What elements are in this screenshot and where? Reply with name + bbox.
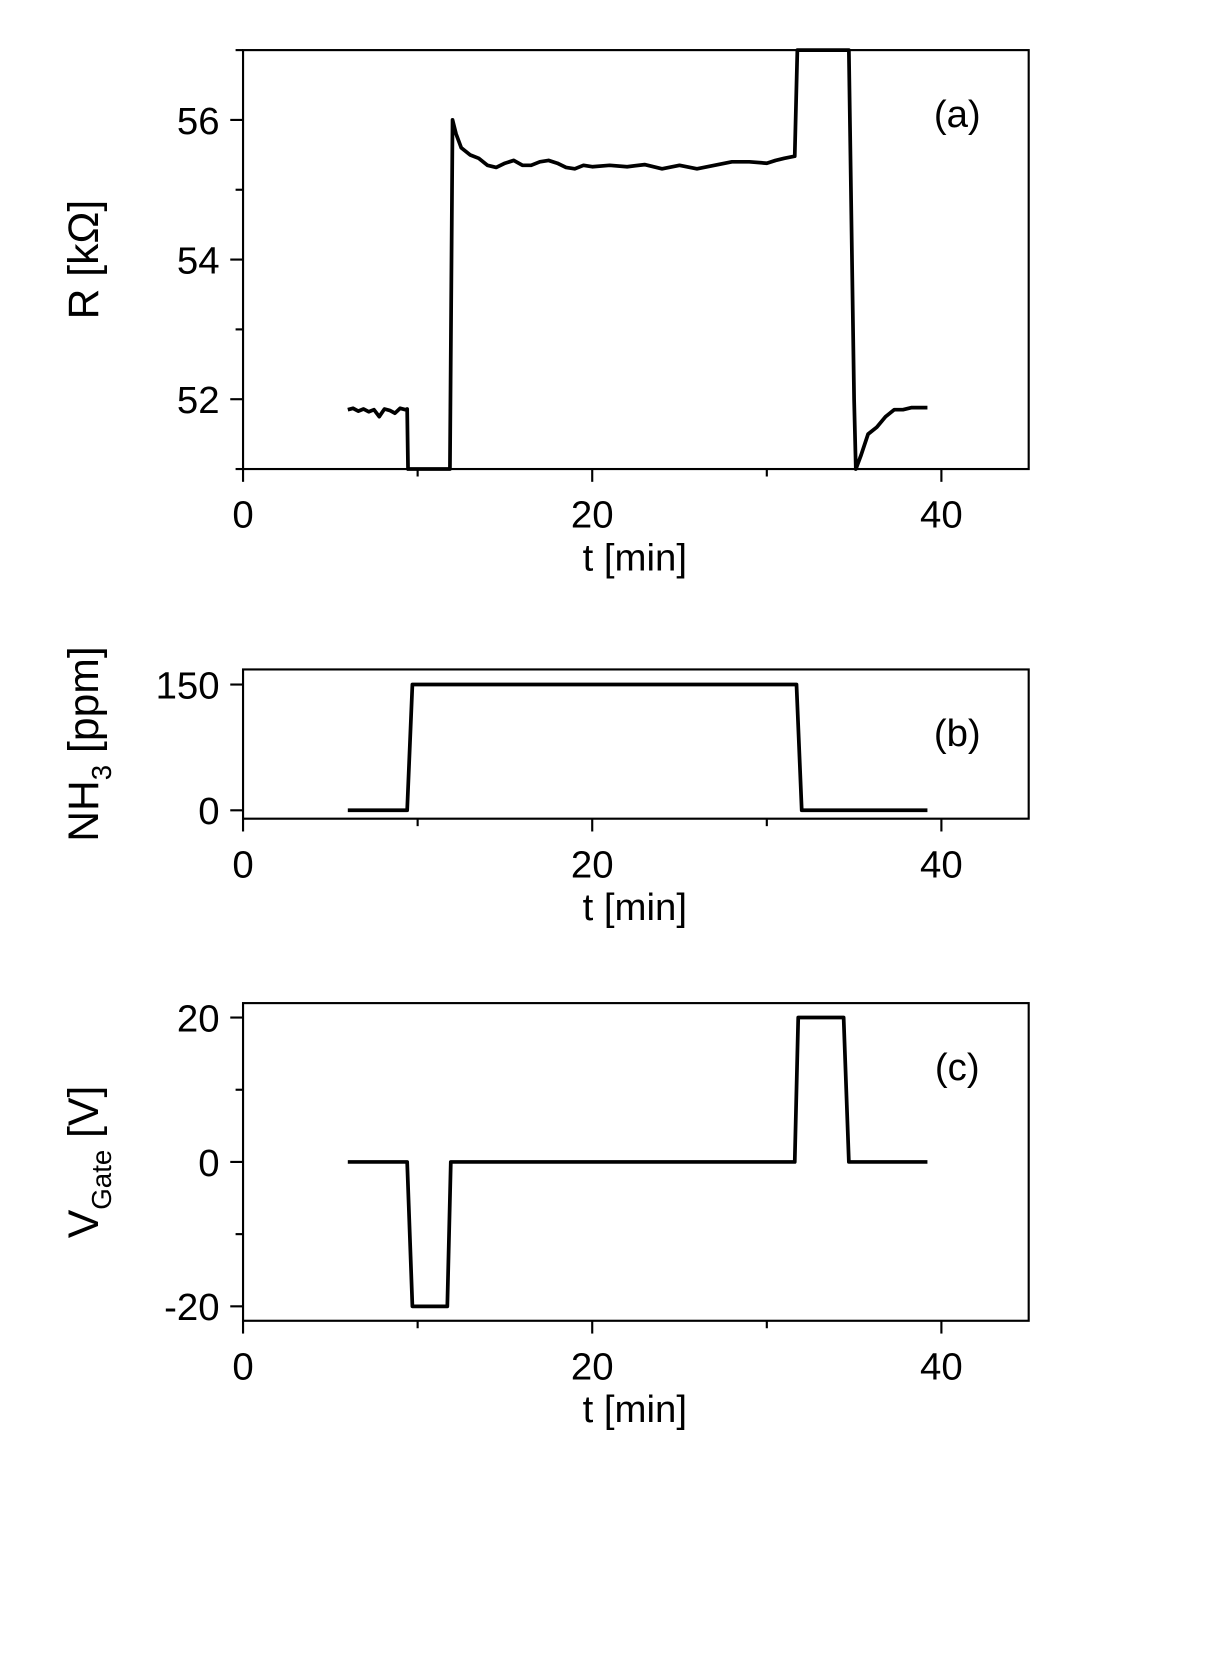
x-tick-label: 0 — [232, 1345, 253, 1388]
y-tick-label: -20 — [164, 1286, 219, 1329]
y-tick-label: 54 — [177, 239, 220, 282]
x-axis-label: t [min] — [583, 536, 687, 579]
y-tick-label: 52 — [177, 379, 220, 422]
y-axis-label: R [kΩ] — [60, 200, 108, 319]
x-tick-label: 20 — [571, 494, 614, 537]
y-axis-label: VGate [V] — [60, 1086, 117, 1238]
y-tick-label: 150 — [156, 664, 220, 707]
x-tick-label: 20 — [571, 843, 614, 886]
data-line — [347, 48, 928, 471]
panel: 52 54 56 0 20 40 t [min] R [kΩ] (a) — [60, 48, 1030, 579]
y-axis-label-part: NH — [60, 780, 108, 842]
y-tick-label: 20 — [177, 997, 220, 1040]
panel-annotation: (c) — [935, 1046, 980, 1089]
x-axis-label: t [min] — [583, 886, 687, 929]
y-axis-label: NH3 [ppm] — [60, 646, 117, 841]
x-tick-label: 40 — [920, 494, 963, 537]
y-tick-label: 0 — [198, 790, 219, 833]
data-line — [347, 1015, 928, 1309]
x-axis-label: t [min] — [583, 1388, 687, 1431]
y-axis-label-subscript: Gate — [86, 1150, 117, 1210]
panel-annotation: (a) — [934, 93, 981, 136]
x-tick-label: 20 — [571, 1345, 614, 1388]
y-tick-label: 0 — [198, 1142, 219, 1185]
y-axis-label-part: [V] — [60, 1086, 108, 1150]
y-axis-label-part: [ppm] — [60, 646, 108, 764]
x-tick-label: 40 — [920, 843, 963, 886]
x-tick-label: 0 — [232, 843, 253, 886]
panel: -20 0 20 0 20 40 t [min] VGate [V] (c) — [60, 997, 1030, 1431]
panel: 0 150 0 20 40 t [min] NH3 [ppm] (b) — [60, 646, 1030, 929]
plot-frame — [241, 668, 1030, 820]
y-axis-label-part: V — [60, 1209, 108, 1238]
x-tick-label: 40 — [920, 1345, 963, 1388]
plot-root: 52 54 56 0 20 40 t [min] R [kΩ] (a) 0 150 0 20 40 t [m… — [60, 48, 1030, 1431]
x-tick-label: 0 — [232, 494, 253, 537]
y-axis-label-part: R [kΩ] — [60, 200, 108, 319]
y-tick-label: 56 — [177, 100, 220, 143]
y-axis-label-subscript: 3 — [86, 765, 117, 780]
data-line — [347, 682, 928, 813]
panel-annotation: (b) — [934, 712, 981, 755]
